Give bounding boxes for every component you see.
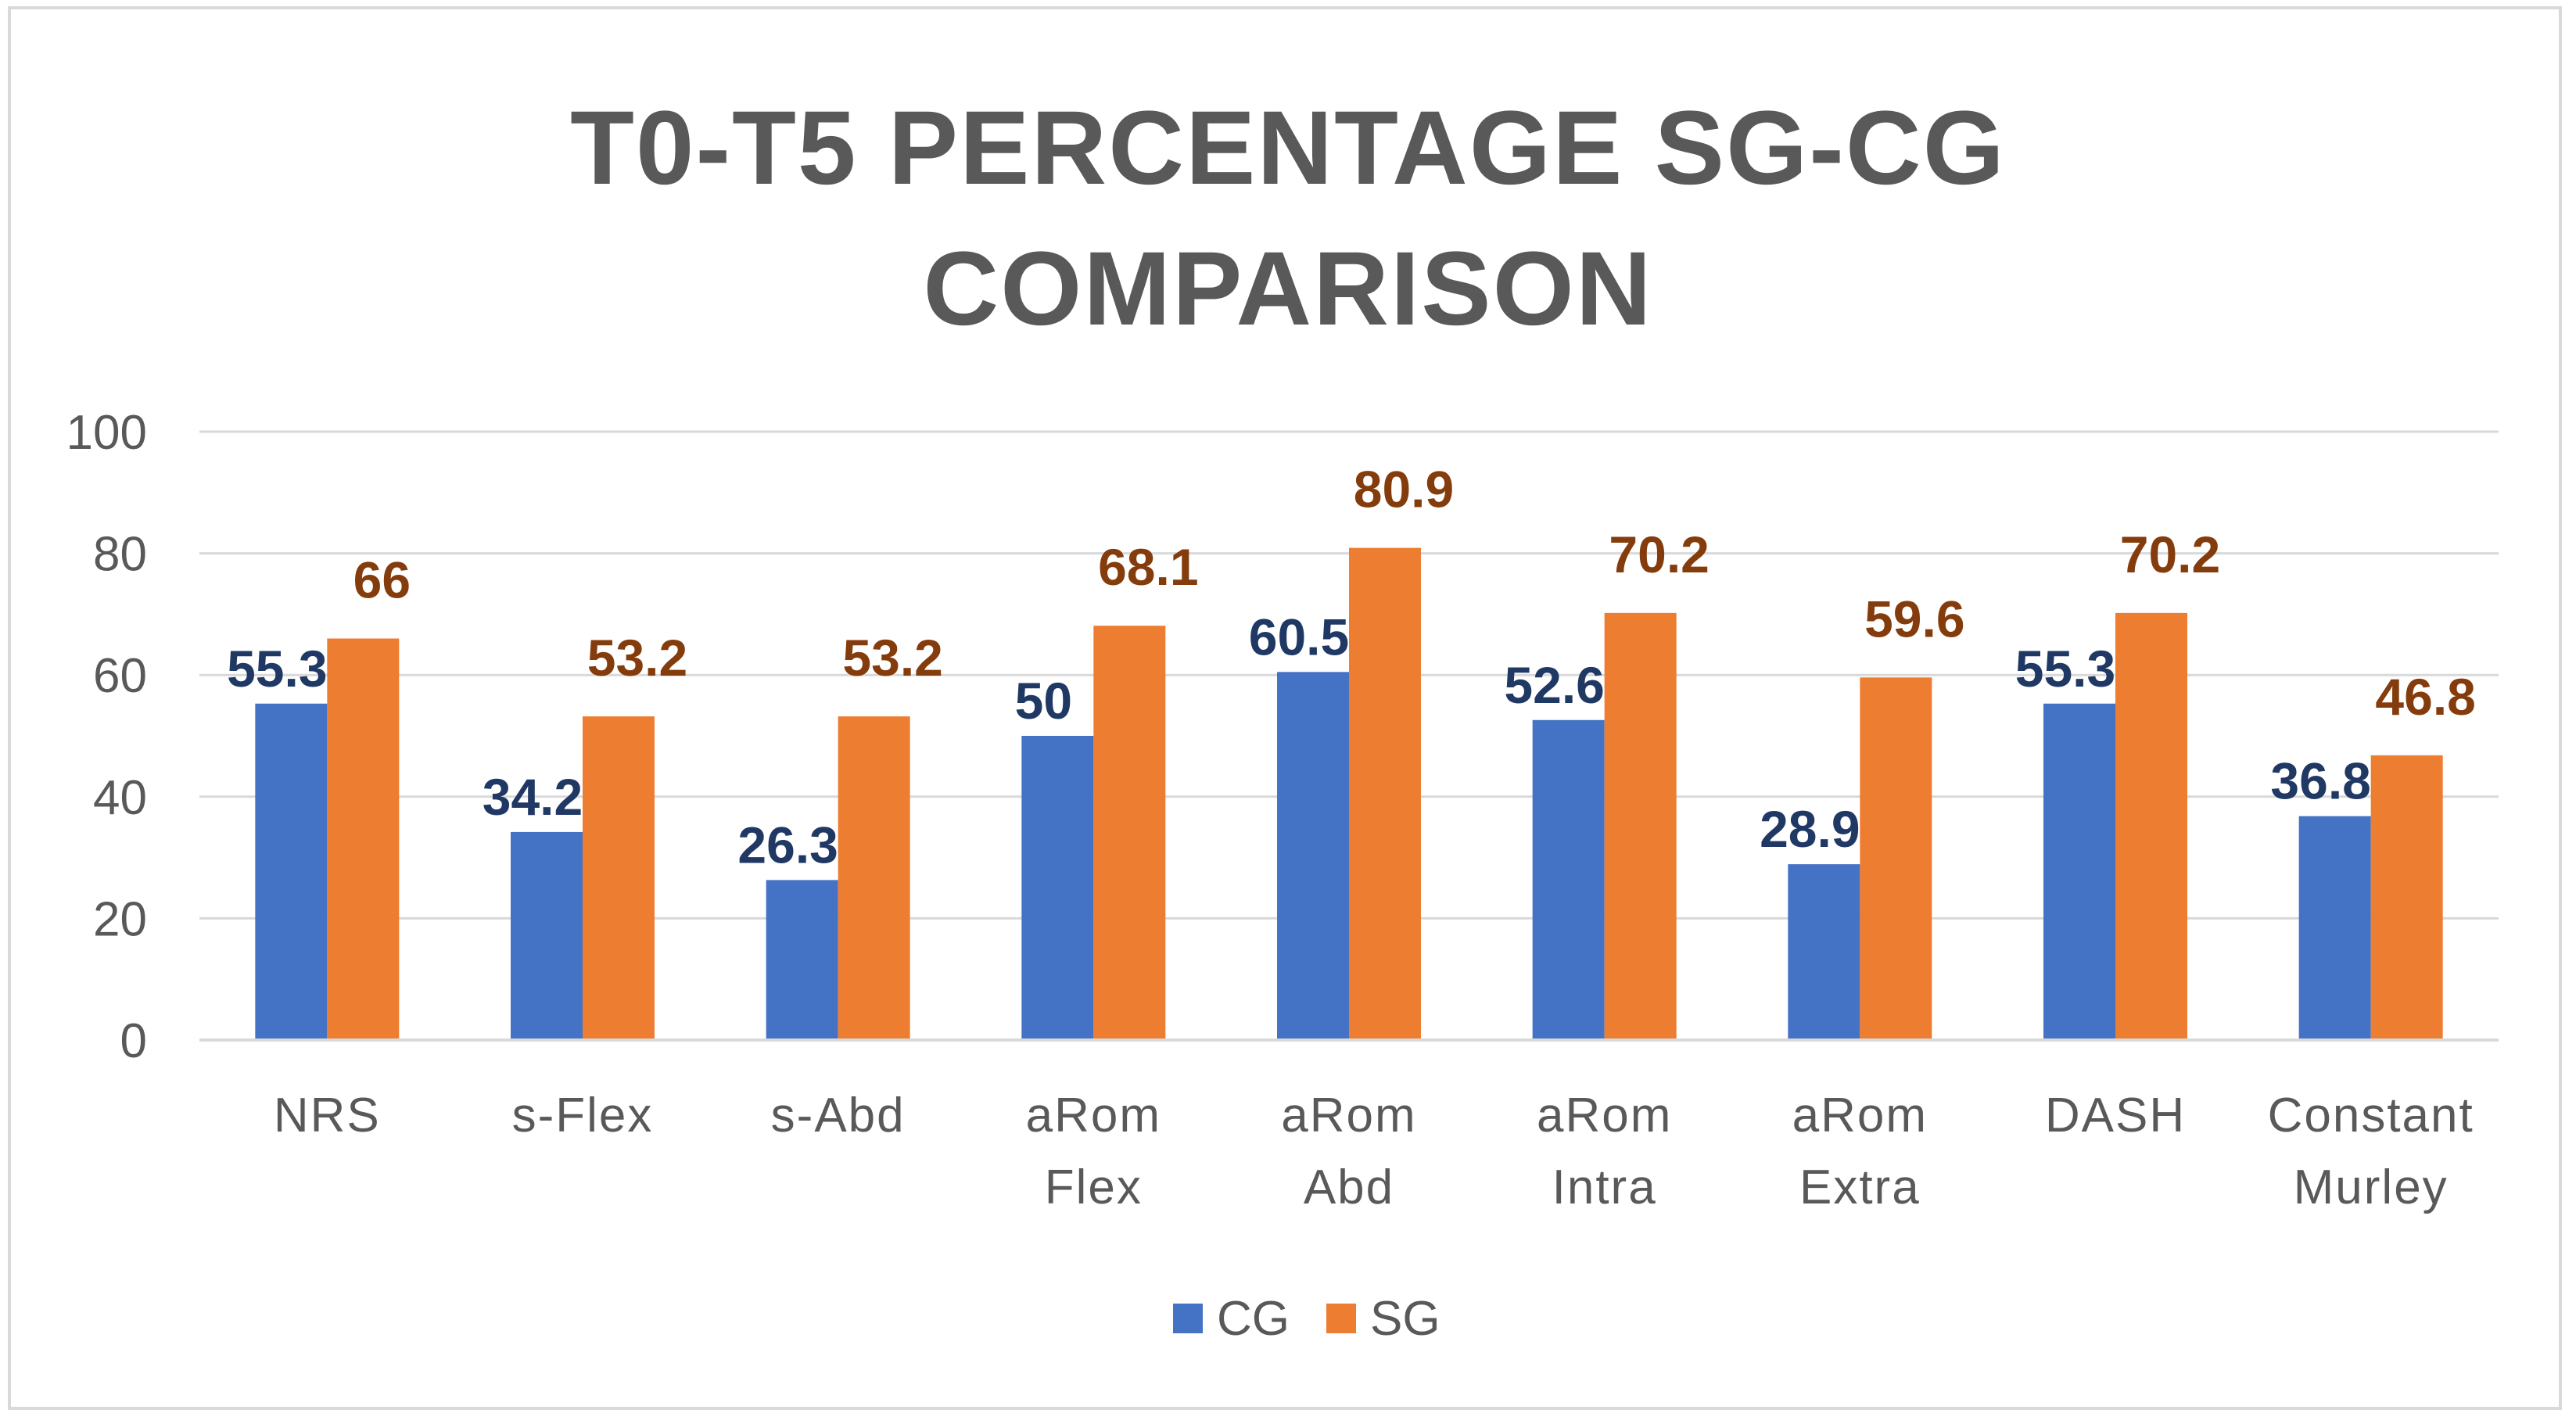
x-tick-label: DASH <box>2045 1089 2186 1142</box>
data-label-sg: 70.2 <box>1609 525 1709 583</box>
chart-title-line-2: COMPARISON <box>923 231 1653 347</box>
x-tick-label: Flex <box>1045 1160 1143 1214</box>
x-tick-label: NRS <box>274 1089 381 1142</box>
x-tick-label: aRom <box>1026 1089 1161 1142</box>
data-label-cg: 52.6 <box>1504 656 1604 714</box>
x-tick-label: aRom <box>1792 1089 1928 1142</box>
data-label-cg: 50 <box>1015 672 1072 730</box>
data-label-sg: 59.6 <box>1864 590 1964 647</box>
y-tick-label: 60 <box>93 649 147 703</box>
bar-sg <box>583 716 655 1040</box>
data-label-sg: 53.2 <box>842 629 942 687</box>
bar-cg <box>1532 719 1605 1040</box>
bar-cg <box>1277 672 1349 1040</box>
data-label-sg: 70.2 <box>2120 525 2220 583</box>
bar-sg <box>2115 612 2187 1040</box>
bars <box>255 547 2443 1040</box>
bar-sg <box>1860 677 1932 1040</box>
x-tick-label: aRom <box>1537 1089 1672 1142</box>
bar-sg <box>327 638 400 1040</box>
data-label-cg: 55.3 <box>227 640 327 698</box>
bar-sg <box>2370 755 2443 1040</box>
data-label-sg: 68.1 <box>1098 538 1198 596</box>
data-label-cg: 60.5 <box>1249 608 1349 665</box>
data-label-cg: 36.8 <box>2270 752 2370 810</box>
bar-cg <box>1021 736 1094 1040</box>
x-tick-label: Extra <box>1799 1160 1921 1214</box>
data-label-sg: 53.2 <box>587 629 687 687</box>
data-labels: 55.3 66 34.2 53.2 26.3 53.2 50 68.1 60.5 80.9 52.6… <box>227 461 2476 874</box>
bar-cg <box>2298 816 2371 1040</box>
data-label-sg: 46.8 <box>2375 668 2475 726</box>
bar-cg <box>1788 864 1860 1040</box>
x-tick-label: aRom <box>1281 1089 1416 1142</box>
legend-swatch-sg <box>1326 1304 1356 1333</box>
bar-sg <box>838 716 910 1040</box>
data-label-cg: 28.9 <box>1760 800 1860 858</box>
chart-title-line-1: T0-T5 PERCENTAGE SG-CG <box>570 90 2006 206</box>
x-axis: NRS s-Flex s-Abd aRom Flex aRom Abd aRom Intra aR… <box>199 1038 2499 1214</box>
data-label-sg: 80.9 <box>1354 461 1454 518</box>
bar-sg <box>1349 547 1421 1040</box>
y-tick-label: 100 <box>66 406 147 460</box>
bar-cg <box>2043 703 2115 1040</box>
data-label-cg: 55.3 <box>2015 640 2115 698</box>
x-tick-label: s-Abd <box>771 1089 906 1142</box>
y-axis: 0 20 40 60 80 100 <box>66 406 147 1068</box>
data-label-cg: 26.3 <box>737 816 838 873</box>
y-tick-label: 0 <box>120 1014 147 1068</box>
x-tick-label: Intra <box>1552 1160 1657 1214</box>
bar-cg <box>511 831 583 1040</box>
x-tick-label: s-Flex <box>512 1089 654 1142</box>
data-label-cg: 34.2 <box>483 768 583 826</box>
legend-swatch-cg <box>1173 1304 1203 1333</box>
bar-cg <box>766 880 838 1040</box>
y-tick-label: 20 <box>93 892 147 946</box>
y-tick-label: 40 <box>93 771 147 825</box>
x-tick-label: Murley <box>2294 1160 2449 1214</box>
x-tick-label: Abd <box>1304 1160 1394 1214</box>
bar-sg <box>1604 612 1677 1040</box>
y-tick-label: 80 <box>93 528 147 582</box>
bar-cg <box>255 703 328 1040</box>
chart-title: T0-T5 PERCENTAGE SG-CG COMPARISON <box>0 78 2576 360</box>
legend-label-cg: CG <box>1217 1292 1290 1346</box>
bar-sg <box>1093 626 1166 1040</box>
legend: CG SG <box>1173 1292 1440 1346</box>
legend-label-sg: SG <box>1370 1292 1440 1346</box>
x-tick-label: Constant <box>2268 1089 2474 1142</box>
data-label-sg: 66 <box>353 551 411 609</box>
